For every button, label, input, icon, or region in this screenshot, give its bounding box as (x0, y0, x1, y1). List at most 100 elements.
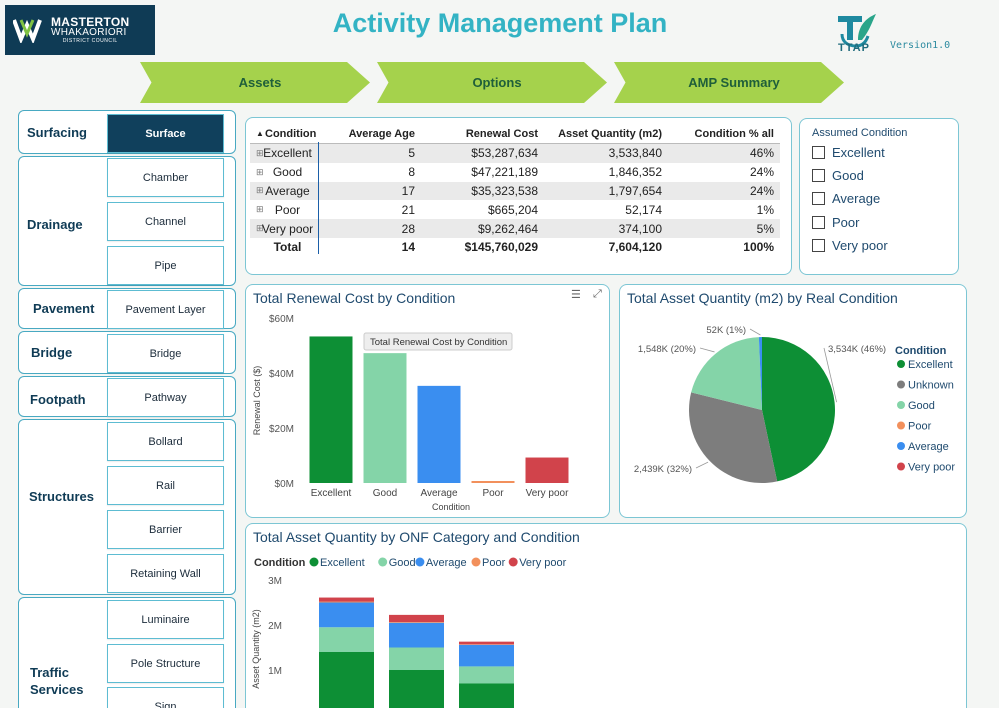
bar-excellent (309, 336, 353, 483)
x-tick-label: Poor (482, 488, 504, 499)
column-header-condition-pct[interactable]: Condition % all (694, 127, 774, 140)
cell-qty: 3,533,840 (608, 146, 662, 161)
cell-pct: 1% (756, 202, 774, 217)
asset-quantity-pie-chart: 3,534K (46%) 2,439K (32%) 1,548K (20%) 52K … (634, 325, 955, 483)
checkbox-icon[interactable] (812, 239, 825, 252)
bar-very-poor (525, 457, 569, 483)
stacked-bar-segment (319, 652, 374, 708)
cell-age: 21 (401, 202, 415, 217)
legend-title: Condition (254, 557, 306, 569)
table-row[interactable]: ⊞ Average 17 $35,323,538 1,797,654 24% (250, 181, 780, 201)
legend-item: Good (389, 557, 416, 569)
y-tick-label: 2M (268, 621, 282, 632)
nav-assets[interactable]: Assets (140, 62, 370, 103)
cell-qty: 7,604,120 (608, 240, 662, 255)
cell-qty: 1,797,654 (608, 183, 662, 198)
sidebar-group-label: Structures (29, 489, 95, 504)
sidebar-group-surfacing: Surfacing Surface (18, 110, 236, 154)
sidebar-group-label: Drainage (27, 217, 83, 232)
y-tick-label: $60M (269, 314, 294, 325)
pie-label-leader (823, 347, 837, 403)
cell-condition: Average (265, 183, 310, 198)
bar-poor (471, 481, 515, 483)
column-header-asset-quantity[interactable]: Asset Quantity (m2) (558, 127, 662, 140)
legend-marker (897, 380, 905, 389)
sidebar-group-bridge: Bridge Bridge (18, 331, 236, 374)
x-axis-label: Condition (432, 502, 470, 512)
stacked-bar-segment (459, 683, 514, 708)
x-tick-label: Average (420, 488, 458, 499)
filter-icon[interactable]: ☰ (571, 289, 581, 301)
checkbox-icon[interactable] (812, 146, 825, 159)
sidebar-item-pavement-layer[interactable]: Pavement Layer (107, 290, 224, 329)
slicer-option-label: Good (832, 168, 864, 183)
sidebar-item-pipe[interactable]: Pipe (107, 246, 224, 285)
expand-icon[interactable]: ⊞ (256, 185, 264, 196)
sidebar-item-rail[interactable]: Rail (107, 466, 224, 505)
ttap-logo-icon (838, 14, 876, 48)
expand-icon[interactable]: ⊞ (256, 223, 264, 234)
sidebar-group-label: Surfacing (27, 125, 87, 140)
renewal-cost-chart-panel: Total Renewal Cost by Condition ☰ ⤢ $0M $… (245, 284, 610, 518)
sidebar-item-retaining-wall[interactable]: Retaining Wall (107, 554, 224, 593)
table-row[interactable]: ⊞ Poor 21 $665,204 52,174 1% (250, 200, 780, 219)
slicer-option-good[interactable]: Good (812, 168, 864, 183)
pie-slice-good (691, 337, 762, 410)
sidebar-item-chamber[interactable]: Chamber (107, 158, 224, 197)
sort-asc-icon[interactable]: ▲ (256, 129, 264, 138)
assumed-condition-slicer: Assumed Condition Excellent Good Average… (799, 118, 959, 275)
table-column-divider (318, 142, 319, 254)
slicer-option-excellent[interactable]: Excellent (812, 145, 885, 160)
legend-item: Very poor (908, 462, 955, 474)
legend-item: Poor (908, 421, 932, 433)
expand-icon[interactable]: ⊞ (256, 204, 264, 215)
sidebar-item-bridge[interactable]: Bridge (107, 334, 224, 373)
table-row[interactable]: ⊞ Excellent 5 $53,287,634 3,533,840 46% (250, 144, 780, 163)
logo-line2: WHAKAORIORI (51, 27, 127, 38)
checkbox-icon[interactable] (812, 169, 825, 182)
table-total-row: Total 14 $145,760,029 7,604,120 100% (250, 238, 780, 257)
slicer-option-average[interactable]: Average (812, 191, 880, 206)
sidebar-item-barrier[interactable]: Barrier (107, 510, 224, 549)
expand-icon[interactable]: ⊞ (256, 166, 264, 177)
checkbox-icon[interactable] (812, 192, 825, 205)
stacked-bar-segment (389, 614, 444, 623)
version-label: Version1.0 (890, 40, 951, 51)
column-header-condition[interactable]: Condition (265, 127, 317, 140)
stacked-bar-segment (459, 641, 514, 645)
stacked-bar-segment (389, 647, 444, 670)
table-row[interactable]: ⊞ Good 8 $47,221,189 1,846,352 24% (250, 163, 780, 182)
slicer-option-poor[interactable]: Poor (812, 215, 859, 230)
sidebar-group-label: Pavement (33, 301, 95, 316)
sidebar-item-pole-structure[interactable]: Pole Structure (107, 644, 224, 683)
bar-good (363, 353, 407, 483)
sidebar-item-sign[interactable]: Sign (107, 687, 224, 708)
nav-options[interactable]: Options (377, 62, 607, 103)
cell-pct: 100% (743, 240, 774, 255)
sidebar-item-pathway[interactable]: Pathway (107, 378, 224, 417)
sidebar-item-luminaire[interactable]: Luminaire (107, 600, 224, 639)
onf-category-chart-panel: Total Asset Quantity by ONF Category and… (245, 523, 967, 708)
cell-age: 28 (401, 221, 415, 236)
table-row[interactable]: ⊞ Very poor 28 $9,262,464 374,100 5% (250, 219, 780, 238)
sidebar-item-bollard[interactable]: Bollard (107, 422, 224, 461)
legend-item: Very poor (519, 557, 566, 569)
council-logo: MASTERTON WHAKAORIORI DISTRICT COUNCIL (5, 5, 155, 55)
column-header-renewal-cost[interactable]: Renewal Cost (465, 127, 538, 140)
legend-item: Average (908, 441, 949, 453)
pie-slice-average (758, 337, 762, 410)
nav-amp-summary[interactable]: AMP Summary (614, 62, 844, 103)
sidebar-item-channel[interactable]: Channel (107, 202, 224, 241)
sidebar-item-surface[interactable]: Surface (107, 114, 224, 153)
legend-item: Excellent (908, 359, 953, 371)
pie-data-label: 2,439K (32%) (634, 464, 692, 475)
slicer-option-very-poor[interactable]: Very poor (812, 238, 888, 253)
checkbox-icon[interactable] (812, 216, 825, 229)
stacked-bar-segment (319, 601, 374, 603)
pie-data-label: 3,534K (46%) (828, 344, 886, 355)
column-header-average-age[interactable]: Average Age (348, 127, 415, 140)
expand-icon[interactable]: ⊞ (256, 147, 264, 158)
focus-mode-icon[interactable]: ⤢ (593, 288, 602, 300)
asset-quantity-pie-panel: Total Asset Quantity (m2) by Real Condit… (619, 284, 967, 518)
page-title: Activity Management Plan (332, 8, 668, 38)
